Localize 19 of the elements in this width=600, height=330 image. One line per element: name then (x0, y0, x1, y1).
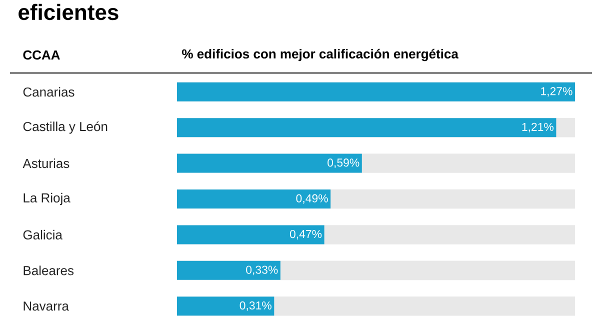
data-label: 0,59% (328, 158, 360, 168)
y-tick-label: Castilla y León (23, 121, 108, 134)
y-axis-title: CCAA (23, 50, 60, 60)
y-tick-label: Baleares (24, 266, 74, 276)
bar (177, 260, 280, 280)
data-label: 1,21% (522, 122, 554, 132)
y-tick-label: La Rioja (24, 192, 70, 206)
chart-title: eficientes (18, 4, 118, 20)
y-tick-label: Asturias (22, 158, 70, 168)
y-tick-label: Galicia (23, 230, 62, 240)
data-label: 0,49% (296, 194, 328, 204)
data-label: 0,31% (240, 301, 272, 311)
x-axis-title: % edificios con mejor calificación energética (182, 48, 459, 62)
data-label: 0,33% (246, 266, 278, 276)
data-label: 1,27% (541, 87, 572, 97)
y-tick-label: Navarra (24, 302, 69, 311)
y-tick-label: Canarias (23, 87, 74, 97)
bar (177, 296, 274, 316)
data-label: 0,47% (290, 230, 322, 240)
